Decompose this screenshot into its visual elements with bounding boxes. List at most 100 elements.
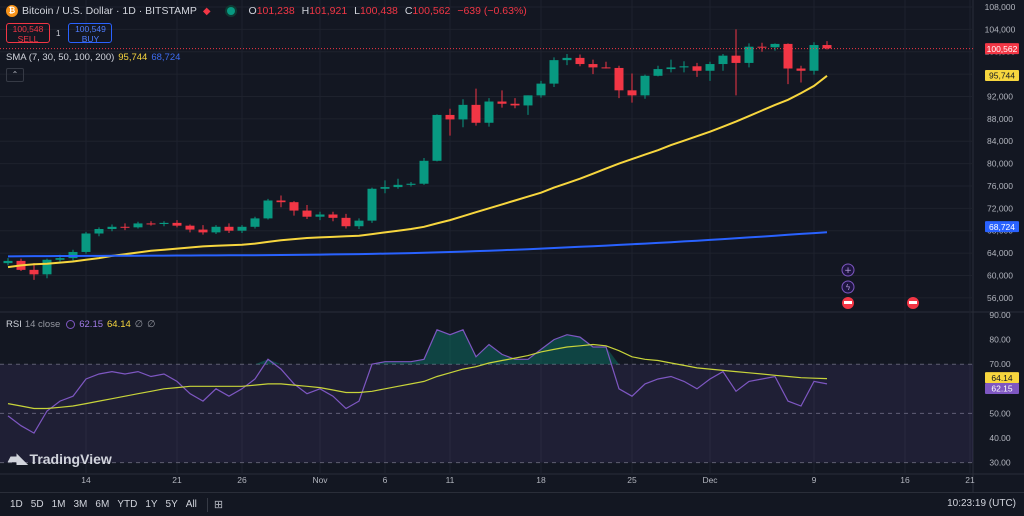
- buy-button[interactable]: 100,549 BUY: [68, 23, 113, 43]
- candle-body: [393, 184, 403, 188]
- candle-body: [809, 45, 819, 71]
- candle-body: [692, 66, 702, 71]
- rsi-overbought-area: [255, 359, 268, 365]
- timeframe-6m[interactable]: 6M: [95, 499, 110, 510]
- price-tick-label: 80,000: [987, 159, 1013, 169]
- rsi-tick-label: 50.00: [989, 408, 1011, 418]
- timeframe-all[interactable]: All: [185, 499, 197, 510]
- calendar-icon[interactable]: ⊞: [213, 499, 224, 511]
- candle-body: [471, 104, 481, 123]
- rsi-ma-tag-bg: [985, 372, 1019, 384]
- candle-body: [653, 69, 663, 76]
- candle-body: [822, 45, 832, 49]
- candle-body: [510, 103, 520, 106]
- time-tick-label: 6: [383, 475, 388, 485]
- price-tick-label: 84,000: [987, 136, 1013, 146]
- rsi-tick-label: 80.00: [989, 335, 1011, 345]
- rsi-overbought-area: [398, 361, 411, 365]
- price-tick-label: 104,000: [985, 24, 1016, 34]
- tradingview-logo[interactable]: ▰◣ TradingView: [8, 450, 112, 467]
- utc-clock[interactable]: 10:23:19 (UTC): [947, 498, 1016, 509]
- candle-body: [198, 229, 208, 233]
- rsi-overbought-area: [437, 329, 450, 365]
- candle-body: [601, 67, 611, 69]
- rsi-settings-icon[interactable]: [66, 319, 76, 329]
- candle-body: [172, 222, 182, 226]
- price-tick-label: 56,000: [987, 293, 1013, 303]
- current-price-tag-bg: [985, 43, 1019, 55]
- candle-body: [29, 269, 39, 275]
- candle-body: [367, 188, 377, 221]
- sma-legend[interactable]: SMA (7, 30, 50, 100, 200) 95,744 68,724: [6, 52, 181, 63]
- rsi-overbought-area: [411, 359, 424, 365]
- time-tick-label: 14: [81, 475, 91, 485]
- market-status-icon[interactable]: [226, 7, 235, 15]
- rsi-overbought-area: [580, 337, 593, 365]
- candle-body: [107, 226, 117, 230]
- rsi-overbought-area: [541, 339, 554, 365]
- rsi-band: [0, 364, 973, 463]
- sell-button[interactable]: 100,548 SELL: [6, 23, 50, 43]
- price-change: −639 (−0.63%): [457, 5, 527, 17]
- rsi-overbought-area: [450, 329, 463, 365]
- chart-canvas[interactable]: 108,000104,000100,00096,00092,00088,0008…: [0, 0, 1024, 492]
- candle-body: [731, 55, 741, 63]
- symbol-header[interactable]: ₿ Bitcoin / U.S. Dollar · 1D · BITSTAMP …: [6, 3, 531, 19]
- timeframe-1y[interactable]: 1Y: [145, 499, 158, 510]
- timeframe-5d[interactable]: 5D: [30, 499, 44, 510]
- time-tick-label: Dec: [702, 475, 718, 485]
- rsi-overbought-area: [593, 346, 606, 365]
- rsi-overbought-area: [606, 346, 619, 365]
- candle-body: [640, 75, 650, 96]
- candles: [3, 29, 832, 280]
- event-lightning-icon[interactable]: [841, 280, 855, 294]
- rsi-line: [7, 329, 828, 434]
- price-tick-label: 92,000: [987, 91, 1013, 101]
- rsi-overbought-area: [528, 349, 541, 365]
- rsi-overbought-area: [489, 344, 502, 365]
- time-tick-label: 16: [900, 475, 910, 485]
- candle-body: [419, 160, 429, 184]
- rsi-value-tag: 62.15: [991, 384, 1013, 394]
- rsi-tick-label: 90.00: [989, 310, 1011, 320]
- symbol-title[interactable]: Bitcoin / U.S. Dollar · 1D · BITSTAMP: [22, 5, 197, 17]
- candle-body: [211, 226, 221, 233]
- candle-body: [562, 57, 572, 61]
- timeframe-3m[interactable]: 3M: [73, 499, 88, 510]
- candle-body: [523, 95, 533, 106]
- event-plus-icon[interactable]: [841, 263, 855, 277]
- candle-body: [354, 220, 364, 227]
- timeframe-ytd[interactable]: YTD: [117, 499, 138, 510]
- timeframe-5y[interactable]: 5Y: [165, 499, 178, 510]
- candle-body: [757, 46, 767, 48]
- time-axis[interactable]: 14 21 26 Nov 6 11 18 25 Dec 9 16 21: [81, 475, 975, 485]
- candle-body: [328, 214, 338, 218]
- flag-icon[interactable]: ◆: [202, 5, 211, 17]
- candle-body: [666, 67, 676, 70]
- candle-body: [146, 223, 156, 225]
- sma-yellow-tag-bg: [985, 70, 1019, 82]
- candle-body: [484, 101, 494, 123]
- candle-body: [237, 226, 247, 231]
- rsi-overbought-area: [515, 359, 528, 365]
- candle-body: [224, 226, 234, 231]
- event-lightning-glyph: ϟ: [845, 283, 850, 292]
- us-flag-stripe: [844, 301, 852, 304]
- timeframe-1d[interactable]: 1D: [10, 499, 23, 510]
- collapse-legend-button[interactable]: ⌃: [6, 68, 24, 82]
- candle-body: [185, 225, 195, 230]
- event-markers[interactable]: + ϟ: [841, 263, 919, 309]
- ohlc-values: O101,238 H101,921 L100,438 C100,562 −639…: [248, 5, 527, 17]
- price-tick-label: 72,000: [987, 203, 1013, 213]
- bottom-toolbar: 1D 5D 1M 3M 6M YTD 1Y 5Y All ⊞ 10:23:19 …: [0, 492, 1024, 516]
- rsi-ma-line: [7, 343, 828, 410]
- candle-body: [341, 217, 351, 227]
- candle-body: [263, 200, 273, 219]
- rsi-tick-label: 30.00: [989, 458, 1011, 468]
- timeframe-1m[interactable]: 1M: [51, 499, 66, 510]
- candle-body: [159, 222, 169, 224]
- rsi-legend[interactable]: RSI 14 close 62.15 64.14 ∅ ∅: [6, 319, 156, 330]
- price-axis[interactable]: 108,000104,000100,00096,00092,00088,0008…: [985, 2, 1019, 468]
- rsi-overbought-area: [554, 334, 567, 365]
- time-tick-label: 25: [627, 475, 637, 485]
